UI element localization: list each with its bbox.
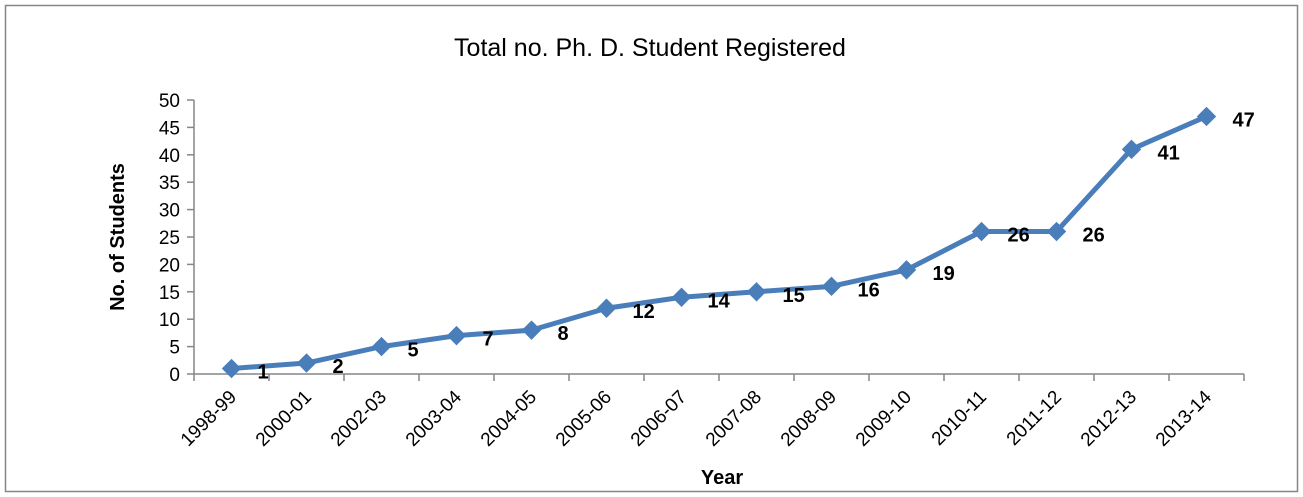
chart-title: Total no. Ph. D. Student Registered bbox=[454, 34, 846, 62]
data-point-marker bbox=[371, 336, 392, 357]
y-tick-label: 10 bbox=[159, 310, 180, 331]
chart-border bbox=[4, 4, 1299, 493]
data-point-marker bbox=[821, 276, 842, 297]
data-label: 26 bbox=[1083, 225, 1105, 247]
y-tick-label: 15 bbox=[159, 283, 180, 304]
x-axis-title: Year bbox=[701, 467, 743, 489]
data-point-marker bbox=[221, 358, 242, 379]
data-label: 8 bbox=[558, 323, 569, 345]
y-tick-label: 50 bbox=[159, 91, 180, 112]
series-layer bbox=[221, 106, 1217, 379]
data-point-marker bbox=[1046, 221, 1067, 242]
data-point-marker bbox=[1196, 106, 1217, 127]
y-tick-label: 40 bbox=[159, 146, 180, 167]
data-label: 5 bbox=[408, 340, 419, 362]
data-label: 47 bbox=[1233, 109, 1255, 131]
y-tick-label: 5 bbox=[169, 338, 180, 359]
data-point-marker bbox=[521, 320, 542, 340]
data-point-marker bbox=[671, 287, 692, 307]
y-axis-title: No. of Students bbox=[107, 163, 129, 311]
data-point-marker bbox=[971, 221, 992, 242]
data-label: 7 bbox=[483, 329, 494, 351]
data-label: 14 bbox=[708, 290, 731, 312]
y-tick-label: 0 bbox=[169, 365, 180, 386]
y-tick-label: 25 bbox=[159, 228, 180, 249]
data-label: 12 bbox=[633, 301, 655, 323]
data-label: 41 bbox=[1158, 142, 1180, 164]
y-axis: 0 5 10 15 20 25 30 35 40 45 50 bbox=[159, 91, 195, 386]
data-point-marker bbox=[596, 298, 617, 318]
y-tick-label: 20 bbox=[159, 255, 180, 276]
y-tick-label: 35 bbox=[159, 173, 180, 194]
data-label: 26 bbox=[1008, 225, 1030, 247]
data-label: 15 bbox=[783, 285, 805, 307]
series-line bbox=[229, 113, 1209, 372]
y-tick-label: 30 bbox=[159, 201, 180, 222]
data-label: 19 bbox=[933, 263, 955, 285]
y-tick-label: 45 bbox=[159, 118, 180, 139]
data-point-marker bbox=[746, 282, 767, 302]
data-point-marker bbox=[1121, 139, 1142, 160]
data-point-marker bbox=[296, 353, 317, 373]
data-point-marker bbox=[896, 260, 917, 280]
data-label: 1 bbox=[258, 362, 269, 384]
data-label: 16 bbox=[858, 279, 880, 301]
data-point-marker bbox=[446, 325, 467, 346]
data-label: 2 bbox=[333, 356, 344, 378]
